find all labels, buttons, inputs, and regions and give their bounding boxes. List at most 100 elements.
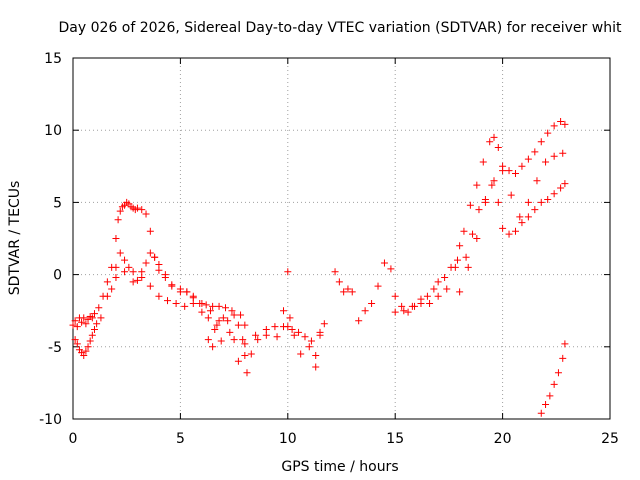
data-point [241,321,249,329]
data-point [86,337,94,345]
data-point [217,337,225,345]
data-point [116,207,124,215]
data-point [499,224,507,232]
data-point [430,285,438,293]
data-point [138,206,146,214]
data-point [557,118,565,126]
data-point [511,170,519,178]
y-tick-label: 0 [53,268,62,284]
data-point [69,321,77,329]
data-point [524,155,532,163]
x-tick-label: 5 [176,431,185,447]
data-point [507,191,515,199]
data-point [204,314,212,322]
data-point [335,278,343,286]
data-point [320,320,328,328]
data-point [243,369,251,377]
data-point [71,317,79,325]
data-point [469,230,477,238]
data-point [176,285,184,293]
data-point [82,320,90,328]
data-point [151,253,159,261]
y-axis-label: SDTVAR / TECUs [7,181,23,296]
data-point [408,302,416,310]
data-point [518,219,526,227]
data-point [533,177,541,185]
data-point [361,307,369,315]
data-point [222,304,230,312]
data-point [488,181,496,189]
data-point [97,314,105,322]
data-point [331,268,339,276]
data-point [241,340,249,348]
data-point [125,263,133,271]
data-point [561,180,569,188]
data-point [499,167,507,175]
data-point [237,311,245,319]
data-point [161,273,169,281]
data-point [494,198,502,206]
data-point [340,288,348,296]
data-point [121,268,129,276]
data-point [189,292,197,300]
data-point [550,190,558,198]
chart-title: Day 026 of 2026, Sidereal Day-to-day VTE… [59,20,622,36]
data-point [531,206,539,214]
data-point [73,323,81,331]
data-point [494,144,502,152]
data-point [387,265,395,273]
data-point [286,314,294,322]
series-trace-lower-band [112,268,249,345]
data-point [211,325,219,333]
axis-ticks [72,57,611,420]
data-point [121,256,129,264]
data-point [400,307,408,315]
data-point [456,288,464,296]
data-point [116,249,124,257]
data-point [557,184,565,192]
data-point [554,369,562,377]
data-point [112,235,120,242]
data-point [219,314,227,322]
data-point [230,336,238,344]
data-point [209,302,217,310]
data-point [90,325,98,333]
data-point [103,278,111,286]
data-point [93,320,101,328]
data-point [273,333,281,341]
data-point [398,302,406,310]
data-point [473,181,481,189]
data-point [312,363,320,371]
data-point [561,340,569,348]
data-point [146,282,154,290]
data-point [155,292,163,300]
data-point [460,227,468,235]
series-trace-evening-mid [456,149,567,296]
data-point [71,336,79,344]
data-point [423,292,431,300]
data-point [206,307,214,315]
data-point [80,351,88,359]
data-marks [69,118,569,417]
data-point [434,292,442,300]
data-point [90,310,98,318]
data-point [78,318,86,326]
data-point [284,268,292,276]
data-point [531,148,539,156]
data-point [417,299,425,307]
data-point [112,273,120,281]
data-point [368,299,376,307]
data-point [88,331,96,339]
data-point [262,325,270,333]
y-tick-label: 5 [53,195,62,211]
data-point [252,331,260,339]
data-point [537,198,545,206]
data-point [550,152,558,160]
series-trace-main [69,198,324,377]
data-point [164,297,172,305]
data-point [490,177,498,185]
data-point [254,336,262,344]
data-point [234,321,242,329]
data-point [426,299,434,307]
data-point [215,302,223,310]
